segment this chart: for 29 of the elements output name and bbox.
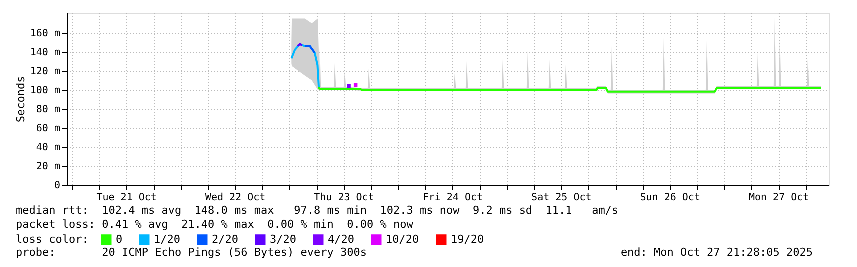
y-tick-label: 100 m: [30, 85, 60, 96]
text: median rtt: 102.4 ms avg 148.0 ms max 97.8 ms min 102.3 ms now 9.2 ms sd 11.1 am/s: [16, 204, 619, 217]
x-tick-label: Wed 22 Oct: [205, 192, 266, 204]
x-tick-label: Sat 25 Oct: [532, 192, 592, 204]
legend-label: 0: [116, 232, 123, 246]
y-tick-label: 40 m: [36, 142, 60, 154]
y-tick-label: 160 m: [30, 28, 60, 40]
y-tick-label: 140 m: [30, 47, 60, 58]
legend-label: 19/20: [451, 232, 484, 246]
legend-label: 4/20: [328, 232, 354, 246]
legend-title: loss color:: [16, 233, 89, 246]
y-tick-label: 20 m: [36, 161, 60, 172]
legend-label: 3/20: [270, 232, 296, 246]
y-tick-label: 60 m: [36, 123, 60, 134]
legend-label: 2/20: [212, 232, 238, 246]
text: packet loss: 0.41 % avg 21.40 % max 0.00 % min 0.00 % now: [16, 218, 414, 231]
y-axis-title: Seconds: [14, 76, 28, 123]
x-tick-label: Tue 21 Oct: [96, 192, 157, 204]
y-tick-label: 0: [54, 180, 60, 192]
x-tick-label: Sun 26 Oct: [640, 192, 700, 204]
text: end: Mon Oct 27 21:28:05 2025: [620, 246, 813, 259]
legend-label: 10/20: [386, 232, 420, 246]
legend-label: 1/20: [154, 232, 180, 246]
text: probe: 20 ICMP Echo Pings (56 Bytes) every 300s: [16, 246, 367, 259]
x-tick-label: Fri 24 Oct: [422, 192, 484, 204]
x-tick-label: Thu 23 Oct: [314, 192, 374, 204]
y-tick-label: 120 m: [30, 66, 60, 78]
y-tick-label: 80 m: [36, 104, 60, 116]
x-tick-label: Mon 27 Oct: [748, 192, 810, 204]
